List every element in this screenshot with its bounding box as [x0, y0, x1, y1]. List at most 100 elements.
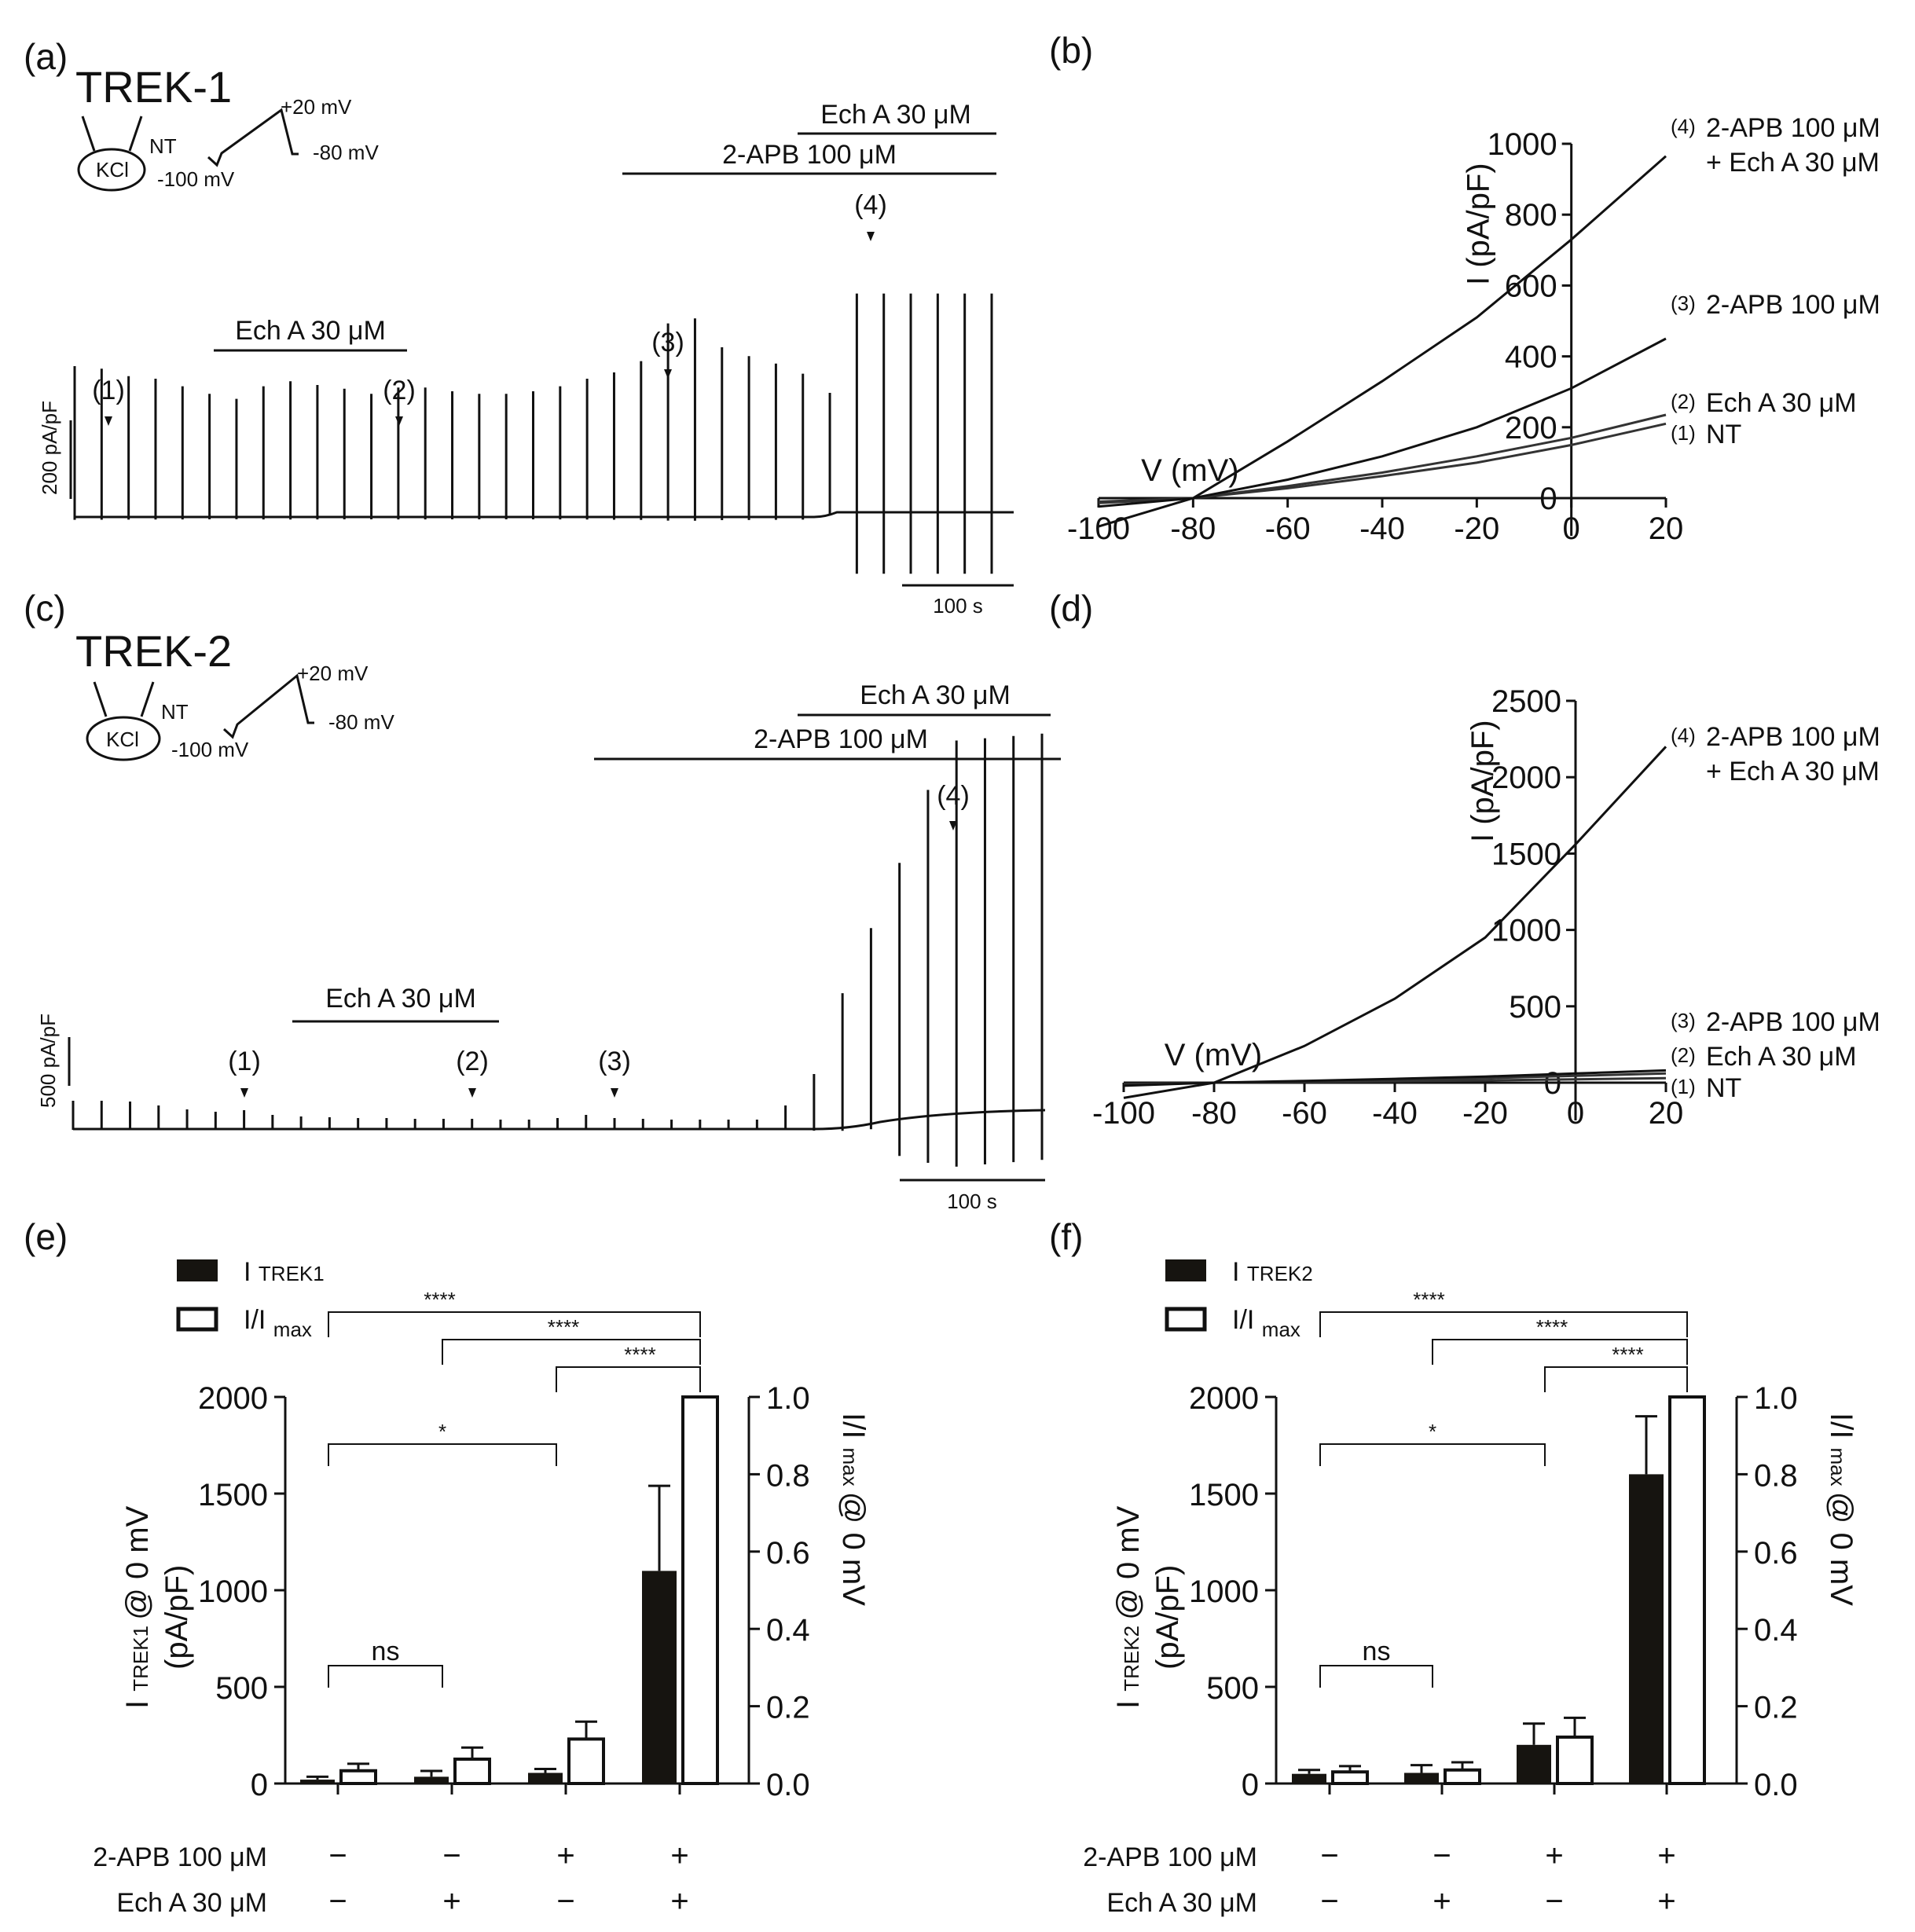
left-tick-label: 1500: [1189, 1478, 1259, 1512]
v-plus20-a: +20 mV: [281, 95, 352, 119]
left-tick-label: 1000: [198, 1575, 268, 1609]
x-tick-label: 20: [1649, 1096, 1684, 1131]
sig-bracket-5: [328, 1665, 443, 1688]
v-minus100-a: -100 mV: [157, 167, 235, 191]
bar-open-1: [1331, 1770, 1369, 1785]
iv-series-4: [1098, 155, 1667, 528]
iv-series-label-3: 2-APB 100 μM: [1706, 1007, 1880, 1037]
marker-c-4: (4): [937, 781, 970, 811]
row2-label: Ech A 30 μM: [116, 1888, 267, 1918]
v-minus100-c: -100 mV: [171, 738, 249, 761]
x-tick-label: -40: [1359, 511, 1405, 546]
y-axis-label: I (pA/pF): [1466, 720, 1500, 842]
marker-arrow-c-2: [468, 1088, 476, 1098]
x-axis-label: V (mV): [1141, 453, 1238, 488]
panel-e: (e) 0 500 1000 1500 2000 0.0 0.2 0.4 0.6 0.8 1.0 I …: [24, 1216, 871, 1919]
y-tick-label: 2000: [1491, 761, 1561, 795]
bar-filled-2: [1404, 1773, 1439, 1784]
marker-arrow-c-1: [240, 1088, 248, 1098]
sig-label-5: ns: [372, 1637, 400, 1666]
row1-sign-2: −: [442, 1839, 460, 1873]
drug-label-apb-c: 2-APB 100 μM: [754, 724, 928, 754]
panel-label-d: (d): [1049, 588, 1093, 629]
v-plus20-c: +20 mV: [297, 662, 369, 685]
iv-series-num-3: (3): [1671, 291, 1696, 315]
marker-arrow-a-4: [867, 232, 875, 241]
trace-a-title: TREK-1: [75, 62, 232, 112]
panel-d: (d) -100 -80 -60 -40 -20 0 2005001000150020002…: [1049, 588, 1880, 1131]
marker-c-2: (2): [456, 1047, 489, 1076]
bar-open-1: [339, 1769, 377, 1785]
x-tick-label: -40: [1372, 1096, 1418, 1131]
legend-open-swatch: [176, 1307, 218, 1332]
marker-c-1: (1): [228, 1047, 261, 1076]
iv-series-num-2: (2): [1671, 390, 1696, 413]
iv-series-num-1: (1): [1671, 1075, 1696, 1098]
iv-series-label-2: Ech A 30 μM: [1706, 1042, 1857, 1072]
bar-open-3: [1556, 1735, 1594, 1785]
row1-sign-4: +: [1657, 1839, 1675, 1873]
legend-filled-swatch: [177, 1259, 218, 1281]
row2-label: Ech A 30 μM: [1106, 1888, 1257, 1918]
row2-sign-2: +: [1433, 1884, 1451, 1919]
left-tick-label: 1000: [1189, 1575, 1259, 1609]
row2-sign-4: +: [1657, 1884, 1675, 1919]
sig-bracket-1: [328, 1311, 701, 1337]
left-tick-label: 500: [1206, 1671, 1259, 1706]
markers-c: (1) (2) (3) (4): [228, 781, 970, 1098]
bar-open-4: [681, 1395, 719, 1785]
row1-label: 2-APB 100 μM: [1083, 1842, 1257, 1872]
v-minus80-c: -80 mV: [328, 710, 394, 734]
iv-series-num-3: (3): [1671, 1009, 1696, 1032]
right-tick-label: 0.2: [766, 1691, 810, 1725]
legend-open-label: I/I max: [1232, 1305, 1301, 1341]
panel-label-f: (f): [1049, 1216, 1083, 1257]
panel-c: (c) TREK-2 KCl NT +20 mV -80 mV -100 mV …: [24, 588, 1061, 1213]
bar-filled-1: [300, 1780, 335, 1784]
right-axis-label: I/I max @ 0 mV: [836, 1413, 871, 1606]
panel-a: (a) TREK-1 KCl NT +20 mV -80 mV -100 mV …: [24, 36, 1014, 618]
x-tick-label: -80: [1191, 1096, 1237, 1131]
markers-a: (1) (2) (3) (4): [92, 190, 887, 426]
scale-label-y-c: 500 pA/pF: [36, 1014, 60, 1108]
pipette-left: [81, 115, 96, 152]
y-tick-label: 1000: [1488, 127, 1557, 162]
trace-c-title: TREK-2: [75, 626, 232, 676]
left-tick-label: 0: [251, 1768, 268, 1802]
panel-f: (f) 0 500 1000 1500 2000 0.0 0.2 0.4 0.6 0.8 1.0 I …: [1049, 1216, 1858, 1919]
cell-diagram-c: KCl NT: [86, 681, 189, 761]
left-tick-label: 0: [1242, 1768, 1259, 1802]
right-tick-label: 0.6: [766, 1536, 810, 1571]
right-tick-label: 0.8: [766, 1458, 810, 1493]
bar-open-2: [453, 1758, 491, 1785]
panel-label-e: (e): [24, 1216, 68, 1257]
pipette-right: [140, 681, 155, 717]
ramp-protocol-a: [207, 108, 299, 167]
iv-series-label-2: Ech A 30 μM: [1706, 388, 1857, 418]
left-axis-label: I TREK2 @ 0 mV: [1111, 1505, 1146, 1709]
sig-label-4: *: [438, 1420, 446, 1443]
legend-filled-label: I TREK1: [244, 1257, 325, 1287]
sig-bracket-2: [1432, 1339, 1688, 1365]
cell-outline: [86, 716, 161, 761]
sig-bracket-3: [1544, 1366, 1688, 1392]
iv-series-label2-4: + Ech A 30 μM: [1706, 757, 1880, 786]
bar-open-3: [567, 1737, 605, 1785]
right-tick-label: 0.2: [1754, 1691, 1798, 1725]
trace-sweeps-c: [72, 733, 1044, 1167]
y-tick-label: 0: [1544, 1066, 1561, 1101]
sig-bracket-1: [1319, 1311, 1688, 1337]
y-tick-label: 400: [1505, 340, 1557, 375]
iv-series-num-4: (4): [1671, 115, 1696, 138]
marker-a-4: (4): [854, 190, 887, 220]
right-tick-label: 1.0: [766, 1381, 810, 1416]
bar-filled-1: [1292, 1773, 1326, 1784]
bar-chart-e: 0 500 1000 1500 2000 0.0 0.2 0.4 0.6 0.8 1.0 I TREK…: [93, 1257, 871, 1919]
legend-filled-swatch: [1165, 1259, 1206, 1281]
bar-filled-4: [642, 1571, 677, 1784]
left-axis-label-units: (pA/pF): [1150, 1565, 1185, 1670]
sig-label-2: ****: [548, 1315, 579, 1339]
y-tick-label: 1500: [1491, 837, 1561, 871]
iv-chart-d: -100 -80 -60 -40 -20 0 2005001000150020002500V…: [1092, 684, 1880, 1131]
